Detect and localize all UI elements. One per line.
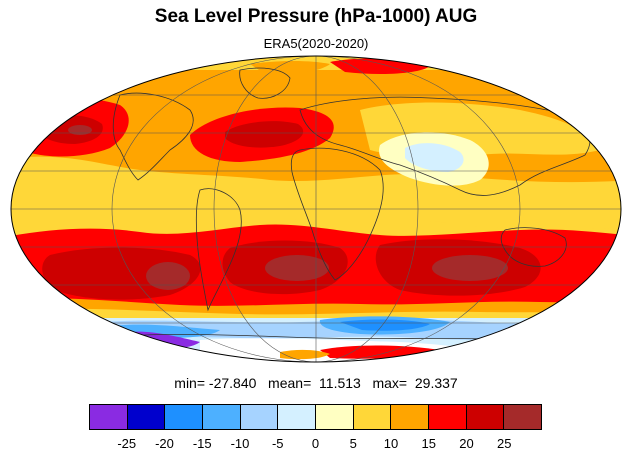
south-pacific-high-core [146,262,190,290]
map-subtitle: ERA5(2020-2020) [263,36,369,51]
stats-summary: min= -27.840 mean= 11.513 max= 29.337 [174,375,458,391]
colorbar-swatch [429,405,467,429]
colorbar-swatch [353,405,392,429]
south-atlantic-high-core [265,255,329,281]
colorbar-swatch [278,405,317,429]
colorbar-swatch [466,405,505,429]
africa-coast [290,147,384,281]
antarctic-blue-3 [340,319,430,331]
north-america-coast [112,92,194,181]
colorbar-swatch [240,405,279,429]
graticule [11,56,621,362]
colorbar-tick-label: -20 [155,436,174,451]
globe-outline [10,55,622,363]
antarctic-orange-patch [280,349,330,360]
colorbar-tick-label: 0 [311,436,320,451]
colorbar [89,404,542,430]
south-america-coast [195,188,242,312]
colorbar-tick-label: -25 [117,436,137,451]
south-indian-high-core [432,255,508,281]
longitude-line [111,56,521,362]
colorbar-swatch [90,405,128,429]
north-atlantic-high-darkred [225,121,304,148]
arctic-orange-patch [250,61,330,74]
colorbar-tick-label: -15 [192,436,212,451]
colorbar-tick-label: 10 [383,436,399,451]
colorbar-swatch [504,405,542,429]
middle-east-core [405,143,464,172]
colorbar-tick-label: 25 [497,436,512,451]
colorbar-tick-label: 5 [349,436,357,451]
colorbar-tick-label: -10 [230,436,250,451]
colorbar-swatch [127,405,166,429]
north-pacific-high-core [68,125,92,135]
colorbar-swatch [391,405,430,429]
colorbar-tick-label: -5 [271,436,284,451]
colorbar-tick-label: 20 [459,436,474,451]
greenland-coast [239,67,291,99]
europe-asia-coast [299,96,591,196]
colorbar-swatch [165,405,204,429]
colorbar-swatch [316,405,354,429]
colorbar-tick-label: 15 [421,436,436,451]
map-title: Sea Level Pressure (hPa-1000) AUG [154,6,478,27]
colorbar-swatch [203,405,241,429]
colorbar-ticks: -25 -20 -15 -10 -5 0 5 10 15 20 25 [89,436,542,454]
australia-coast [500,227,567,267]
longitude-line [213,56,419,362]
